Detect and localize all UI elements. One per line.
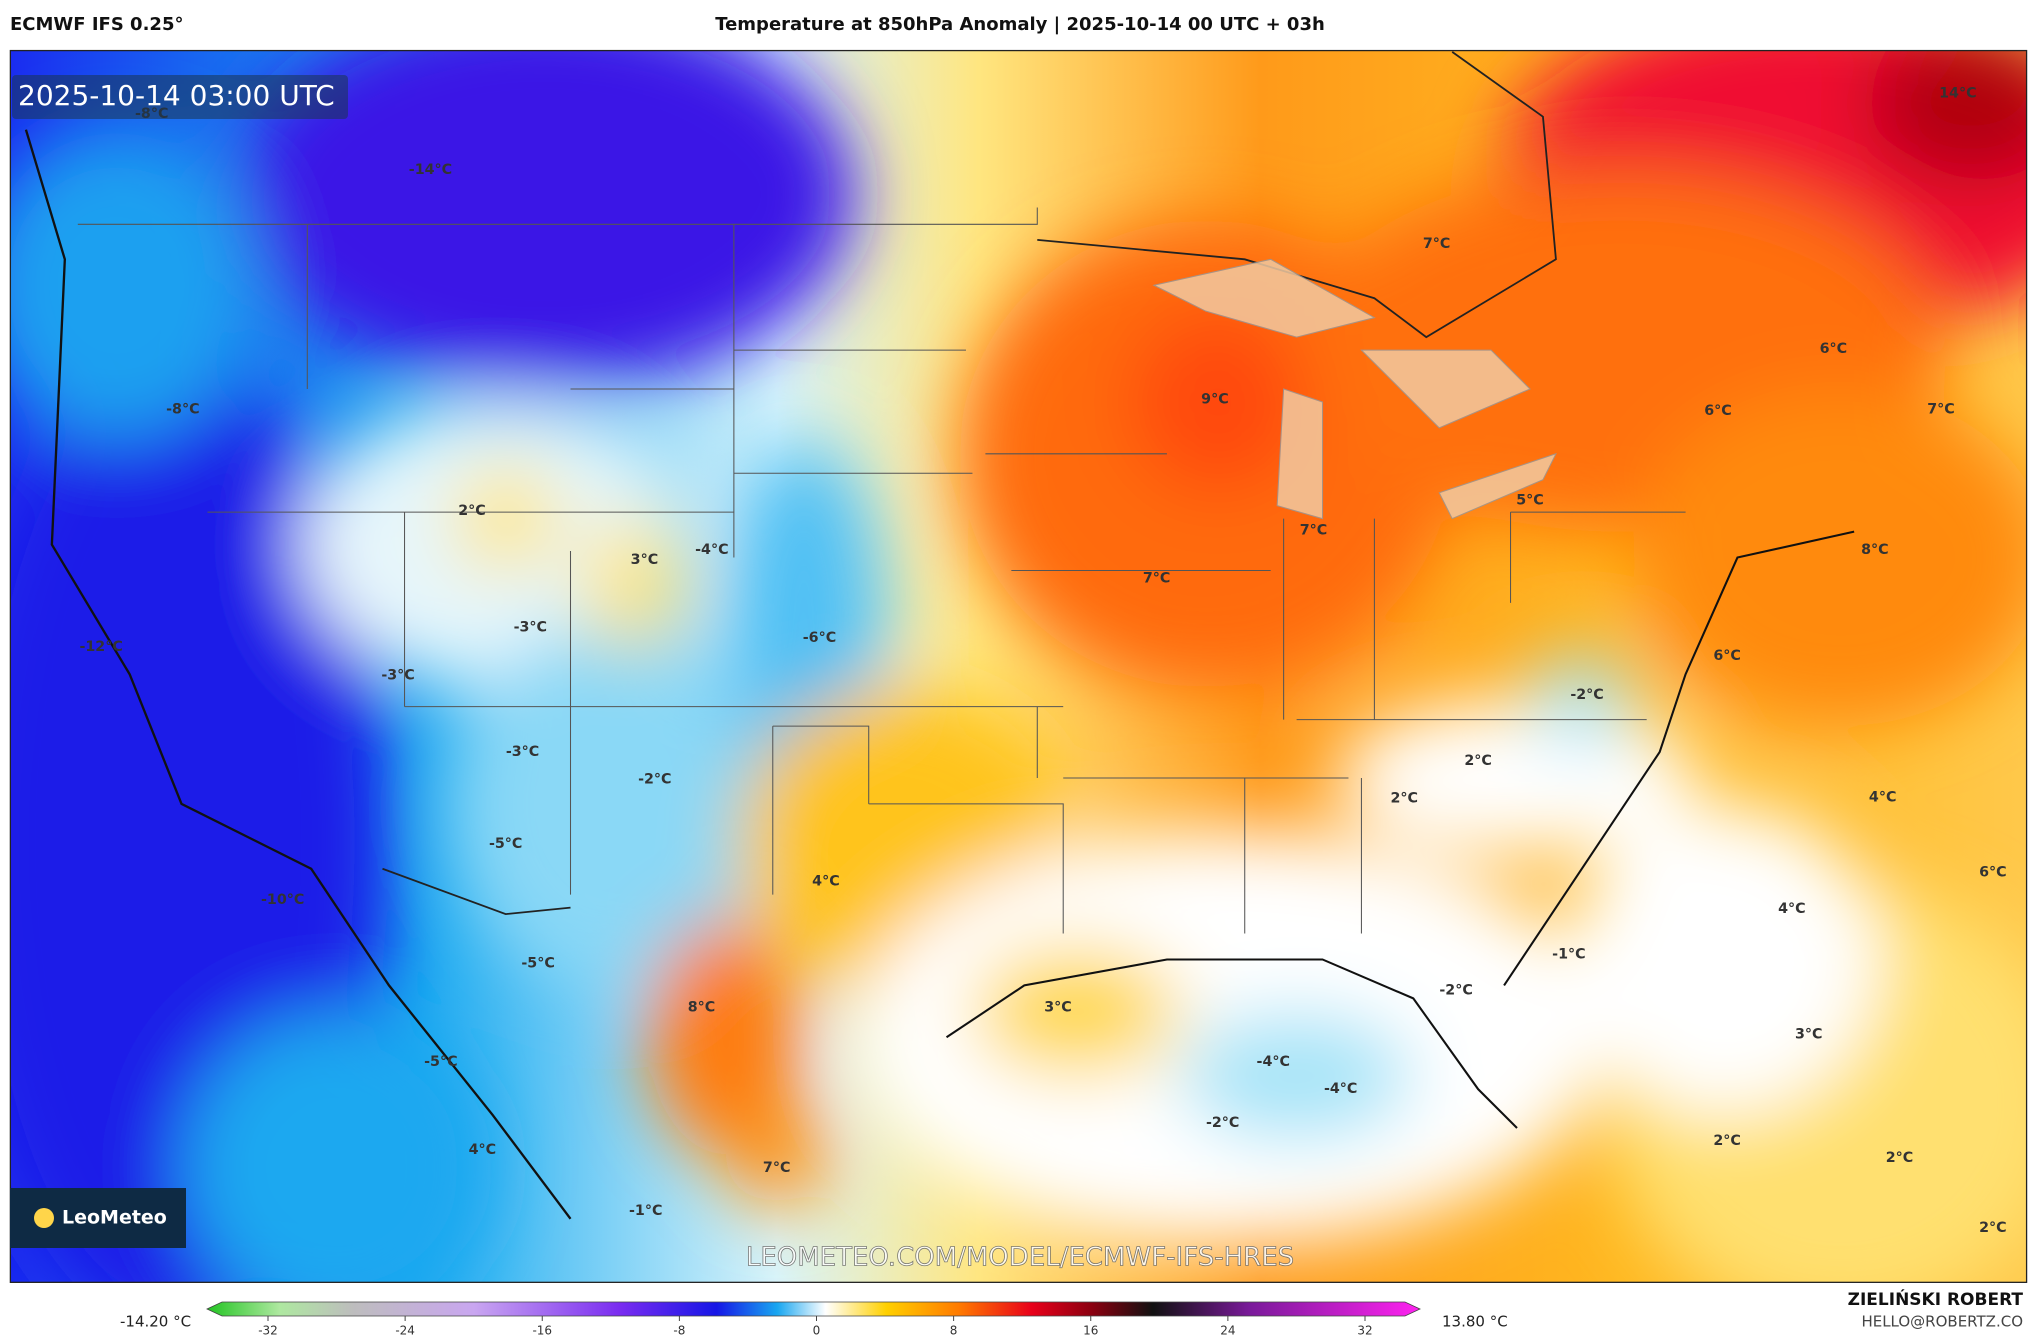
temperature-label: 8°C (688, 999, 715, 1015)
map-title: Temperature at 850hPa Anomaly | 2025-10-… (715, 14, 1325, 35)
colorbar-tick-label: -8 (673, 1324, 685, 1338)
temperature-label: 4°C (812, 874, 839, 890)
temperature-label: 7°C (1300, 522, 1327, 538)
temperature-label: -5°C (521, 955, 554, 971)
temperature-label: -10°C (261, 892, 304, 908)
temperature-label: 7°C (1143, 570, 1171, 586)
temperature-label: -14°C (409, 162, 452, 178)
temperature-label: 4°C (1869, 789, 1897, 805)
colorbar (206, 1301, 1421, 1317)
colorbar-min: -14.20 °C (120, 1313, 191, 1331)
timestamp: 2025-10-14 03:00 UTC (18, 79, 335, 112)
temperature-label: 6°C (1979, 865, 2007, 881)
model-name: ECMWF IFS 0.25° (10, 14, 183, 35)
author: ZIELIŃSKI ROBERT (1848, 1288, 2024, 1310)
temperature-label: 4°C (1778, 901, 1806, 917)
colorbar-tick-label: -24 (395, 1324, 415, 1338)
temperature-label: -4°C (1257, 1054, 1290, 1070)
timestamp-box (12, 75, 348, 119)
temperature-label: 6°C (1713, 648, 1741, 664)
temperature-label: 2°C (1713, 1133, 1741, 1149)
temperature-label: 2°C (458, 503, 486, 519)
logo: LeoMeteo (62, 1207, 167, 1229)
temperature-label: -1°C (1552, 946, 1585, 962)
temperature-label: -2°C (638, 771, 671, 787)
temperature-label: -1°C (629, 1203, 662, 1219)
temperature-label: 2°C (1886, 1150, 1914, 1166)
state-borders (24, 51, 1855, 1220)
temperature-label: 7°C (763, 1160, 790, 1176)
temperature-label: 6°C (1820, 341, 1848, 357)
temperature-label: -5°C (489, 836, 522, 852)
temperature-label: -4°C (695, 542, 728, 558)
temperature-label: -12°C (79, 639, 122, 655)
temperature-label: -4°C (1324, 1081, 1357, 1097)
temperature-label: -5°C (424, 1054, 457, 1070)
email: HELLO@ROBERTZ.CO (1861, 1313, 2023, 1331)
colorbar-tick-label: -16 (532, 1324, 552, 1338)
temperature-label: 14°C (1939, 85, 1976, 101)
logo-sun (34, 1208, 54, 1228)
colorbar-tick-label: 32 (1357, 1324, 1372, 1338)
temperature-label: 9°C (1201, 391, 1228, 407)
temperature-label: 3°C (631, 552, 659, 568)
colorbar-tick-label: 16 (1083, 1324, 1098, 1338)
colorbar-tick-label: 0 (813, 1324, 821, 1338)
temperature-label: 7°C (1927, 402, 1955, 418)
temperature-label: -3°C (514, 620, 547, 636)
temperature-label: 6°C (1704, 403, 1732, 419)
temperature-label: 2°C (1979, 1220, 2007, 1236)
temperature-label: -2°C (1439, 983, 1472, 999)
great-lakes (1152, 258, 1557, 520)
temperature-label: 2°C (1464, 753, 1492, 769)
temperature-label: 8°C (1861, 542, 1889, 558)
temperature-label: 5°C (1516, 492, 1544, 508)
watermark: LEOMETEO.COM/MODEL/ECMWF-IFS-HRES (746, 1243, 1294, 1273)
temperature-label: 4°C (469, 1142, 497, 1158)
temperature-label: -3°C (381, 668, 414, 684)
temperature-label: -8°C (166, 402, 199, 418)
temperature-label: -2°C (1206, 1115, 1239, 1131)
colorbar-ticks: -32 -24 -16 -8 0 8 16 24 32 (258, 1316, 1373, 1338)
temperature-label: 3°C (1044, 999, 1071, 1015)
temperature-label: -2°C (1570, 687, 1603, 703)
temperature-label: -3°C (506, 744, 539, 760)
temperature-label: 3°C (1795, 1027, 1823, 1043)
temperature-label: 7°C (1423, 236, 1451, 252)
colorbar-tick-label: 8 (950, 1324, 958, 1338)
temperature-label: -6°C (803, 630, 836, 646)
temperature-labels: -8°C-14°C-8°C2°C3°C-4°C-3°C-6°C-12°C-3°C… (79, 85, 2006, 1236)
colorbar-max: 13.80 °C (1442, 1313, 1508, 1331)
colorbar-tick-label: -32 (258, 1324, 278, 1338)
temperature-label: 2°C (1390, 791, 1418, 807)
colorbar-tick-label: 24 (1220, 1324, 1235, 1338)
